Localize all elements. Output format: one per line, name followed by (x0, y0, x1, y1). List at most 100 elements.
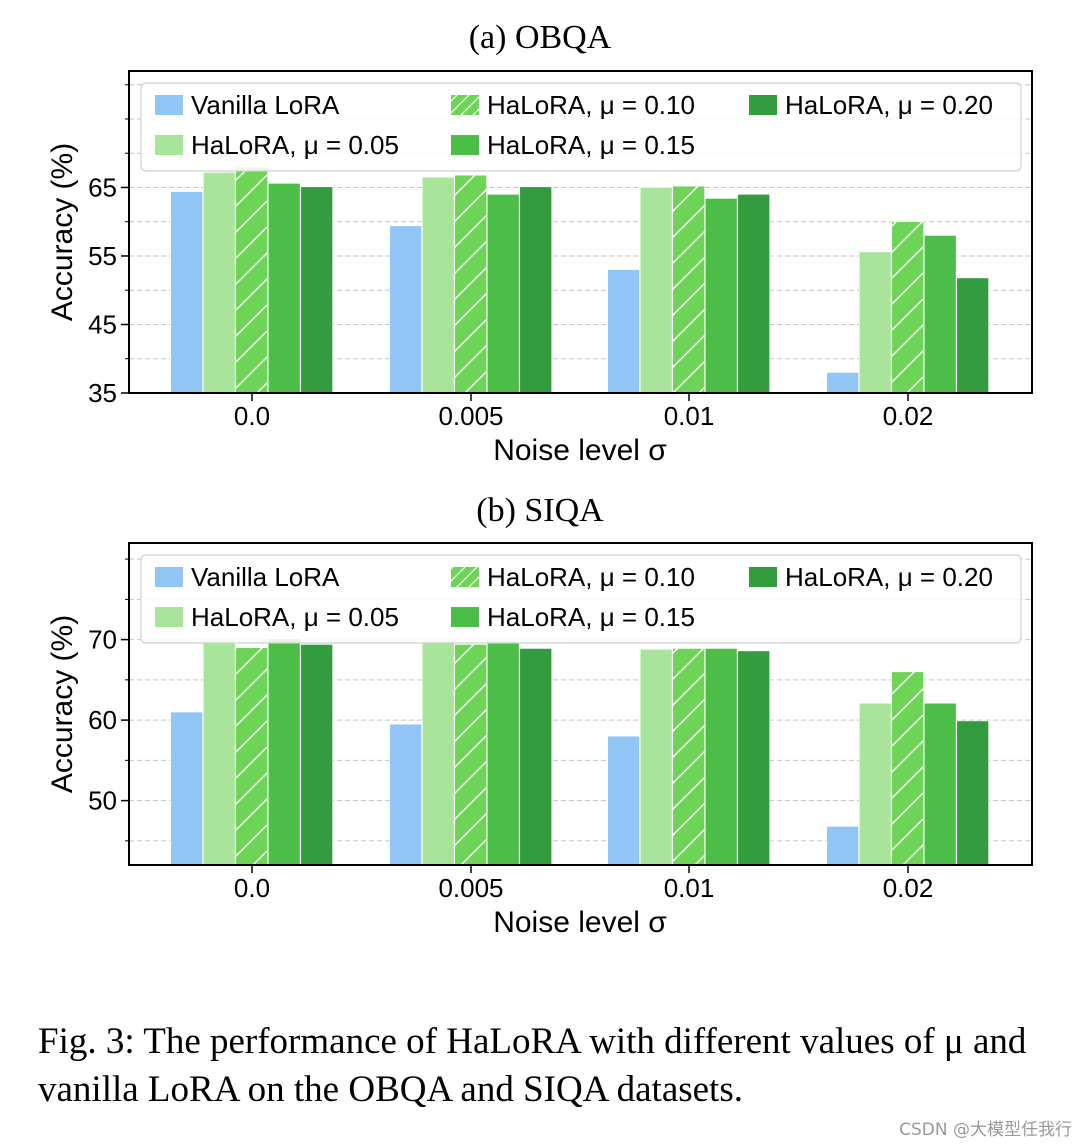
bar (300, 644, 333, 866)
legend-label: HaLoRA, μ = 0.05 (191, 602, 399, 632)
legend-swatch (155, 607, 183, 627)
bar (421, 640, 455, 866)
y-tick-label: 50 (88, 786, 117, 816)
bar-hatch (454, 175, 487, 393)
watermark: CSDN @大模型任我行 (899, 1120, 1072, 1140)
series-3 (267, 183, 957, 394)
y-axis-label: Accuracy (%) (46, 143, 79, 321)
legend-swatch (155, 95, 183, 115)
bar (956, 720, 989, 866)
figure-caption: Fig. 3: The performance of HaLoRA with d… (38, 1021, 1027, 1110)
legend-item: HaLoRA, μ = 0.05 (155, 602, 399, 632)
x-tick-label: 0.0 (234, 401, 270, 431)
bar (202, 172, 236, 394)
bar (704, 198, 738, 394)
bar (170, 711, 203, 866)
legend-item: Vanilla LoRA (155, 562, 340, 592)
chart-title: (b) SIQA (476, 492, 604, 529)
legend-item: HaLoRA, μ = 0.10 (451, 562, 695, 592)
bar (826, 826, 859, 866)
bar (519, 648, 552, 866)
legend-label: HaLoRA, μ = 0.20 (785, 562, 993, 592)
bar (389, 723, 422, 866)
legend-label: Vanilla LoRA (191, 90, 340, 120)
bar (300, 186, 333, 394)
series-2 (235, 166, 924, 394)
y-tick-label: 35 (88, 378, 117, 408)
bar (704, 648, 738, 866)
legend-label: HaLoRA, μ = 0.05 (191, 130, 399, 160)
series-4 (300, 186, 989, 394)
legend-label: HaLoRA, μ = 0.10 (487, 90, 695, 120)
legend-swatch-hatch (451, 567, 479, 587)
y-axis-label: Accuracy (%) (46, 615, 79, 793)
legend-swatch (749, 95, 777, 115)
bar-hatch (672, 648, 705, 865)
x-tick-label: 0.02 (883, 873, 934, 903)
x-tick-label: 0.005 (438, 873, 503, 903)
bar (858, 251, 892, 394)
bar (956, 277, 989, 394)
legend-swatch (451, 607, 479, 627)
legend: Vanilla LoRA HaLoRA, μ = 0.05 HaLoRA, μ = … (140, 82, 1022, 172)
legend-label: HaLoRA, μ = 0.15 (487, 130, 695, 160)
bar (607, 735, 640, 866)
bar (267, 183, 301, 394)
legend-label: HaLoRA, μ = 0.15 (487, 602, 695, 632)
plot-frame (128, 542, 1033, 866)
legend-swatch (749, 567, 777, 587)
series-0 (170, 711, 859, 866)
legend-swatch-hatch (451, 95, 479, 115)
bar (170, 191, 203, 394)
series-1 (202, 172, 892, 394)
bar (737, 194, 770, 394)
bar (826, 372, 859, 394)
bar (737, 650, 770, 866)
series-2 (235, 644, 924, 866)
y-tick-label: 55 (88, 241, 117, 271)
x-tick-label: 0.0 (234, 873, 270, 903)
chart-panel-obqa: (a) OBQA 35 45 55 65 0.0 0.005 0.01 0.02 Accuracy… (46, 19, 1033, 467)
figure-svg: (a) OBQA 35 45 55 65 0.0 0.005 0.01 0.02 Accuracy… (46, 19, 1033, 939)
bar (607, 269, 640, 394)
series-0 (170, 191, 859, 394)
bar-hatch (672, 186, 705, 393)
legend-item: HaLoRA, μ = 0.20 (749, 562, 993, 592)
legend-item: HaLoRA, μ = 0.15 (451, 602, 695, 632)
bar (421, 176, 455, 394)
legend-item: HaLoRA, μ = 0.15 (451, 130, 695, 160)
legend-swatch (155, 135, 183, 155)
series-1 (202, 638, 892, 866)
bar (639, 648, 673, 866)
bar-hatch (454, 644, 487, 865)
bar (923, 235, 957, 394)
y-tick-label: 65 (88, 172, 117, 202)
legend-item: Vanilla LoRA (155, 90, 340, 120)
legend-box (140, 82, 1022, 172)
bar (202, 638, 236, 866)
x-tick-label: 0.01 (664, 873, 715, 903)
series-4 (300, 644, 989, 866)
chart-title: (a) OBQA (469, 19, 612, 56)
bar (486, 640, 520, 866)
bar (267, 638, 301, 866)
legend-label: HaLoRA, μ = 0.20 (785, 90, 993, 120)
y-tick-label: 60 (88, 705, 117, 735)
legend-label: Vanilla LoRA (191, 562, 340, 592)
y-tick-label: 70 (88, 625, 117, 655)
legend: Vanilla LoRA HaLoRA, μ = 0.05 HaLoRA, μ = … (140, 554, 1022, 644)
bar-hatch (235, 166, 268, 393)
bar (486, 194, 520, 394)
bar (639, 187, 673, 394)
bar-hatch (891, 221, 924, 393)
x-axis-label: Noise level σ (493, 434, 667, 467)
x-tick-label: 0.01 (664, 401, 715, 431)
chart-panel-siqa: (b) SIQA 50 60 70 0.0 0.005 0.01 0.02 Accuracy (… (46, 492, 1033, 939)
legend-box (140, 554, 1022, 644)
x-tick-label: 0.02 (883, 401, 934, 431)
legend-label: HaLoRA, μ = 0.10 (487, 562, 695, 592)
bar-hatch (891, 671, 924, 865)
bar (923, 702, 957, 866)
legend-swatch (155, 567, 183, 587)
